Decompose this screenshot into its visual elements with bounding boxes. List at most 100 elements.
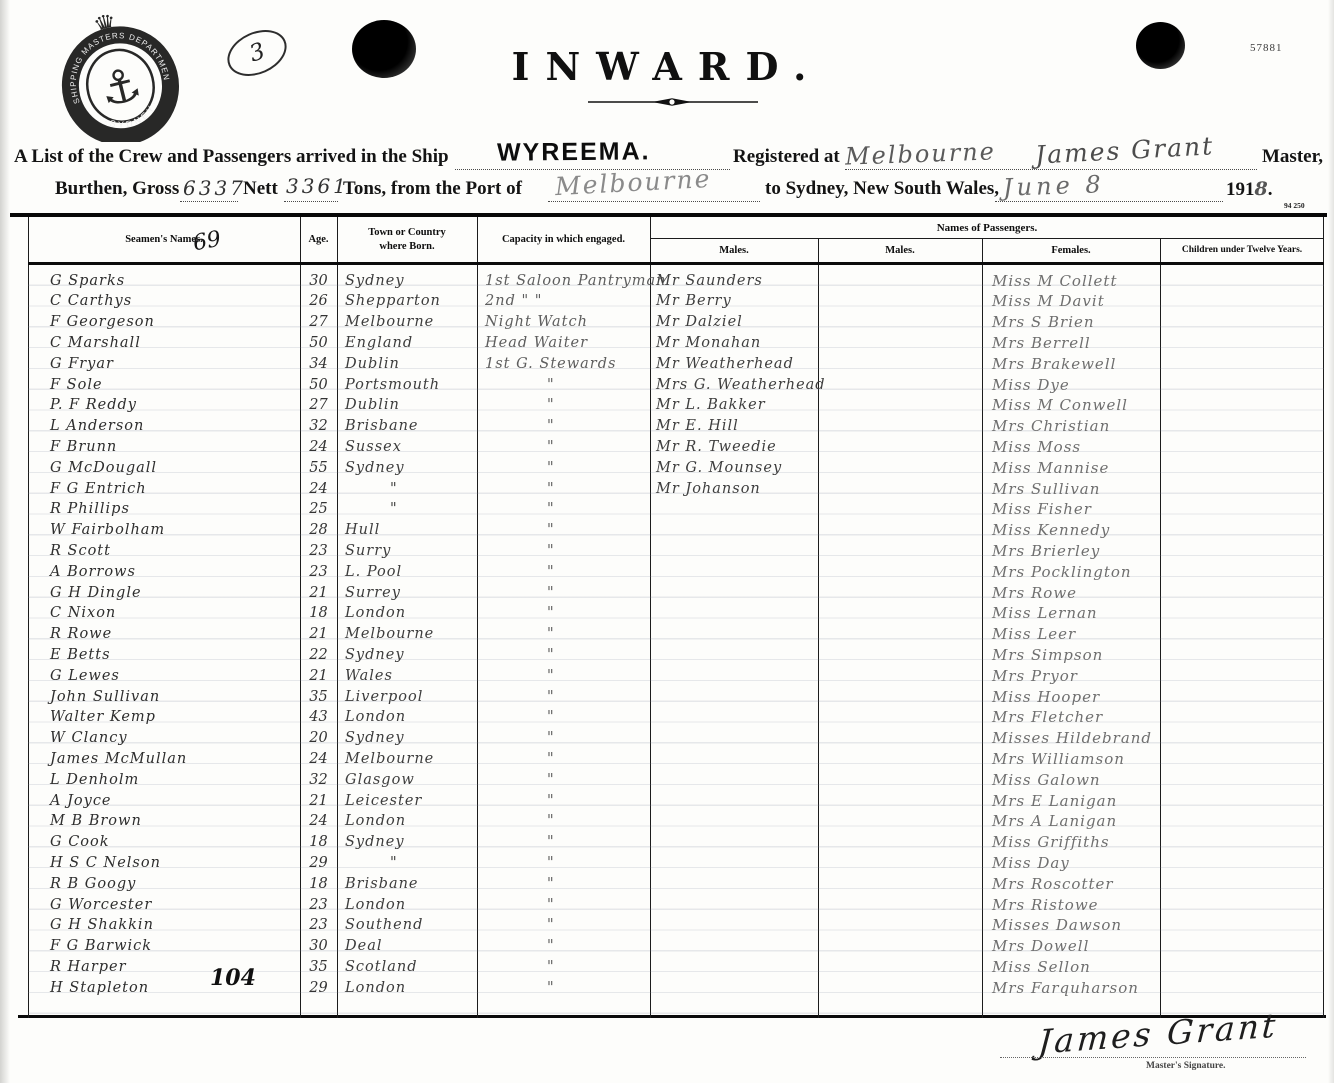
seaman-name: P. F Reddy: [50, 397, 137, 414]
seaman-birthplace: Dublin: [345, 355, 400, 372]
table-body-ruled-area: G Sparks 30 Sydney 1st Saloon Pantryman …: [28, 264, 1324, 1018]
seaman-age: 20: [309, 730, 328, 747]
table-row: F Georgeson 27 Melbourne Night Watch Mr …: [28, 312, 1324, 333]
seaman-age: 22: [309, 646, 328, 663]
table-row: Walter Kemp 43 London " Mrs Fletcher: [28, 707, 1324, 728]
seaman-capacity: ": [547, 875, 555, 892]
seaman-name: F Brunn: [50, 438, 118, 455]
table-row: R Phillips 25 " " Miss Fisher: [28, 499, 1324, 520]
table-row: P. F Reddy 27 Dublin " Mr L. Bakker Miss…: [28, 395, 1324, 416]
passenger-female-name: Miss Day: [992, 853, 1070, 872]
year-digit-handwritten: 8: [1254, 178, 1268, 200]
nett-label: Nett: [243, 178, 278, 199]
seaman-capacity: ": [547, 376, 555, 393]
port-blank: [548, 200, 760, 202]
seaman-capacity: ": [547, 438, 555, 455]
seaman-capacity: ": [547, 854, 555, 871]
crew-list-label: A List of the Crew and Passengers arrive…: [14, 146, 449, 167]
seaman-capacity: Head Waiter: [485, 334, 589, 351]
year-printed: 1918.: [1226, 178, 1273, 200]
passenger-female-name: Miss Fisher: [992, 500, 1092, 519]
destination-label: to Sydney, New South Wales,: [765, 178, 1000, 199]
table-row: W Fairbolham 28 Hull " Miss Kennedy: [28, 520, 1324, 541]
seaman-birthplace: Scotland: [345, 958, 418, 975]
seaman-age: 30: [309, 272, 328, 289]
divider-age-town: [337, 217, 339, 1018]
table-row: E Betts 22 Sydney " Mrs Simpson: [28, 645, 1324, 666]
passenger-female-name: Mrs S Brien: [992, 313, 1095, 332]
table-row: James McMullan 24 Melbourne " Mrs Willia…: [28, 749, 1324, 770]
header-bottom-rule: [28, 262, 1324, 265]
column-group-passengers: Names of Passengers.: [936, 222, 1038, 234]
seaman-name: L Denholm: [50, 771, 140, 788]
divider-males1-males2: [818, 239, 820, 1018]
seaman-name: Walter Kemp: [50, 709, 156, 726]
seaman-name: F G Barwick: [50, 938, 153, 955]
table-row: R B Googy 18 Brisbane " Mrs Roscotter: [28, 874, 1324, 895]
passenger-female-name: Mrs Dowell: [992, 937, 1090, 956]
passenger-male-name: Mr G. Mounsey: [656, 459, 783, 476]
seaman-name: G Fryar: [50, 355, 114, 372]
seaman-birthplace: London: [345, 813, 407, 830]
seaman-name: A Borrows: [50, 563, 136, 580]
passenger-female-name: Mrs Pryor: [992, 666, 1078, 685]
column-header-males-1: Males.: [719, 244, 749, 256]
master-name-value: James Grant: [1034, 131, 1215, 170]
passenger-male-name: Mr R. Tweedie: [656, 438, 777, 455]
seaman-birthplace: Glasgow: [345, 771, 415, 788]
seaman-name: R B Googy: [50, 875, 137, 892]
seaman-birthplace: Wales: [345, 667, 393, 684]
seaman-capacity: ": [547, 709, 555, 726]
passenger-female-name: Misses Hildebrand: [992, 729, 1153, 748]
passengers-group-underline: [650, 238, 1324, 240]
passenger-female-name: Miss Hooper: [992, 687, 1101, 706]
table-row: A Joyce 21 Leicester " Mrs E Lanigan: [28, 791, 1324, 812]
shipping-masters-seal: ♛ ⚓ SHIPPING MASTERS DEPARTMENT ·SYDNEY·: [48, 10, 180, 142]
gross-blank: [180, 200, 238, 202]
passenger-male-name: Mr Saunders: [656, 272, 763, 289]
seaman-name: M B Brown: [50, 813, 142, 830]
table-row: John Sullivan 35 Liverpool " Miss Hooper: [28, 687, 1324, 708]
passenger-female-name: Mrs Berrell: [992, 333, 1091, 352]
seaman-birthplace: Dublin: [345, 397, 400, 414]
table-row: G Fryar 34 Dublin 1st G. Stewards Mr Wea…: [28, 354, 1324, 375]
seaman-name: W Clancy: [50, 730, 128, 747]
seaman-birthplace: Sussex: [345, 438, 402, 455]
seaman-capacity: 2nd " ": [485, 293, 543, 310]
passenger-female-name: Mrs Williamson: [992, 749, 1125, 768]
seaman-capacity: ": [547, 750, 555, 767]
seaman-name: A Joyce: [50, 792, 112, 809]
seaman-birthplace: London: [345, 605, 407, 622]
passenger-female-name: Mrs Brierley: [992, 541, 1101, 560]
signature-label: Master's Signature.: [1146, 1061, 1226, 1071]
passenger-female-name: Miss M Davit: [992, 292, 1105, 311]
passenger-female-name: Miss M Collett: [992, 271, 1118, 290]
seaman-capacity: ": [547, 397, 555, 414]
seaman-age: 34: [309, 355, 328, 372]
seaman-age: 28: [309, 522, 328, 539]
seaman-age: 26: [309, 293, 328, 310]
seaman-age: 50: [309, 334, 328, 351]
seaman-capacity: 1st G. Stewards: [485, 355, 617, 372]
passenger-female-name: Mrs A Lanigan: [992, 812, 1118, 831]
table-row: H Stapleton 29 London " Mrs Farquharson: [28, 978, 1324, 999]
seaman-capacity: ": [547, 834, 555, 851]
table-row: G Lewes 21 Wales " Mrs Pryor: [28, 666, 1324, 687]
passenger-female-name: Miss Moss: [992, 437, 1082, 456]
seaman-capacity: ": [547, 917, 555, 934]
seaman-name: C Marshall: [50, 334, 141, 351]
passenger-male-name: Mr Johanson: [656, 480, 761, 497]
passenger-female-name: Miss Griffiths: [992, 833, 1110, 852]
seaman-birthplace: England: [345, 334, 414, 351]
passenger-female-name: Misses Dawson: [992, 916, 1123, 935]
punch-hole-left: [352, 20, 416, 78]
seaman-capacity: ": [547, 522, 555, 539]
seaman-name: W Fairbolham: [50, 522, 166, 539]
seaman-name: G Cook: [50, 834, 110, 851]
arrival-date-value: June 8: [1002, 170, 1106, 202]
seaman-capacity: ": [547, 938, 555, 955]
seaman-age: 18: [309, 605, 328, 622]
seaman-birthplace: Brisbane: [345, 875, 419, 892]
table-row: R Rowe 21 Melbourne " Miss Leer: [28, 624, 1324, 645]
